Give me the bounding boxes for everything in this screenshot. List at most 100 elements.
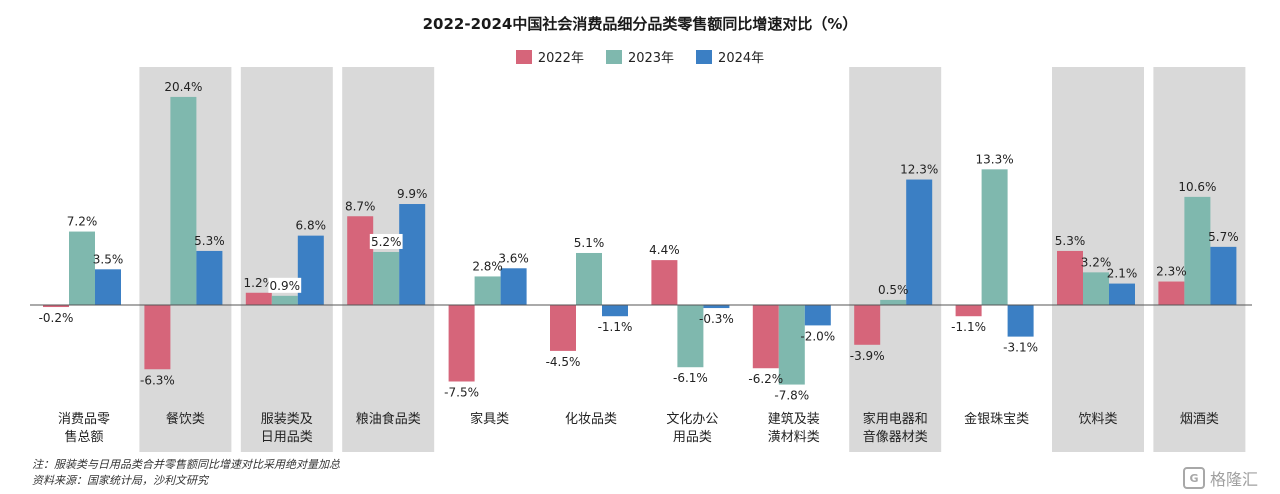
data-label: 3.6% (498, 251, 529, 265)
bar (448, 305, 475, 382)
bar (1210, 246, 1237, 305)
data-label: -2.0% (800, 329, 835, 343)
bar (550, 305, 576, 351)
data-label: 13.3% (976, 152, 1014, 166)
watermark-logo-icon: G (1182, 467, 1205, 489)
bar (500, 268, 527, 305)
category-label: 金银珠宝类 (964, 411, 1029, 427)
data-label: 9.9% (397, 187, 428, 201)
legend-label-2024: 2024年 (718, 51, 765, 66)
bar (752, 305, 779, 369)
data-label: 5.3% (194, 234, 225, 248)
data-label: -1.1% (598, 320, 633, 334)
legend-swatch-2024 (696, 49, 713, 64)
bar (474, 276, 501, 305)
legend-item-2024: 2024年 (696, 47, 764, 66)
bar (347, 216, 374, 305)
bar (245, 292, 272, 305)
data-label: 2.3% (1156, 265, 1187, 279)
data-label-bg (268, 277, 302, 293)
legend-item-2023: 2023年 (605, 47, 675, 66)
legend-swatch-2022 (515, 49, 532, 64)
bar (1007, 305, 1034, 337)
legend-label-2023: 2023年 (627, 51, 675, 66)
bar (1057, 250, 1083, 305)
watermark: G 格隆汇 (1182, 466, 1258, 490)
data-label: 6.8% (296, 219, 327, 233)
data-label: 5.1% (574, 236, 605, 250)
category-label: 餐饮类 (166, 411, 205, 427)
category-label: 化妆品类 (565, 412, 617, 427)
data-label: -1.1% (951, 320, 986, 334)
category-label: 烟酒类 (1180, 412, 1219, 427)
category-label: 饮料类 (1078, 412, 1117, 427)
category-label: 消费品零售总额 (58, 412, 110, 445)
legend-item-2022: 2022年 (515, 47, 584, 66)
data-label: 7.2% (67, 215, 98, 229)
bar (196, 250, 223, 305)
data-label: 3.5% (93, 252, 124, 266)
data-label: 2.1% (1107, 267, 1138, 281)
data-label: 5.7% (1208, 230, 1239, 244)
bar (1184, 196, 1211, 305)
bar (602, 305, 628, 317)
data-label: 5.3% (1055, 234, 1086, 248)
data-label: -6.2% (748, 372, 783, 386)
bar (906, 179, 933, 305)
bar (297, 235, 324, 305)
data-label: -7.8% (774, 389, 809, 403)
category-label: 服装类及日用品类 (261, 412, 313, 445)
bar (144, 305, 171, 370)
bar (981, 169, 1008, 305)
data-label: -7.5% (444, 386, 479, 400)
bar (778, 305, 805, 385)
bar (880, 299, 907, 305)
category-label: 文化办公用品类 (666, 412, 718, 445)
note-line: 注：服装类与日用品类合并零售额同比增速对比采用绝对量加总 (32, 458, 340, 471)
bar (854, 305, 881, 345)
watermark-text: 格隆汇 (1209, 470, 1258, 489)
bar (955, 305, 982, 317)
data-label: -3.9% (850, 349, 885, 363)
data-label: -6.1% (673, 371, 708, 385)
data-label: -0.3% (699, 312, 734, 326)
data-label: 0.9% (270, 279, 301, 293)
data-label: 3.2% (1081, 255, 1112, 269)
source-line: 资料来源：国家统计局，沙利文研究 (32, 474, 208, 487)
bar (95, 269, 121, 305)
data-label: 8.7% (345, 199, 376, 213)
data-label: 4.4% (649, 243, 680, 257)
category-label: 建筑及装潢材料类 (768, 411, 820, 445)
category-label: 家用电器和音像器材类 (863, 411, 928, 445)
bar (43, 305, 69, 308)
bar (373, 251, 400, 305)
data-label: 10.6% (1178, 180, 1216, 194)
bar (1109, 283, 1135, 305)
bar (69, 231, 95, 305)
category-label: 家具类 (470, 411, 509, 427)
legend: 2022年 2023年 2024年 (0, 47, 1280, 66)
bar (576, 252, 602, 305)
data-label: -0.2% (39, 311, 74, 325)
chart-notes: 注：服装类与日用品类合并零售额同比增速对比采用绝对量加总 资料来源：国家统计局，… (32, 457, 340, 489)
data-label: 1.2% (244, 276, 275, 290)
data-label: 12.3% (900, 163, 938, 177)
data-label: 5.2% (371, 235, 402, 249)
bar (1158, 281, 1185, 305)
legend-label-2022: 2022年 (537, 51, 584, 66)
data-label: 2.8% (472, 259, 503, 273)
bar (677, 305, 704, 368)
bar (399, 204, 426, 305)
bar (1083, 272, 1109, 305)
bar (804, 305, 831, 326)
bar (170, 96, 197, 305)
data-label-bg (369, 233, 403, 249)
bar (271, 295, 298, 305)
data-label: -6.3% (140, 373, 175, 387)
bar (703, 305, 730, 309)
data-label: -4.5% (546, 355, 581, 369)
chart-title: 2022-2024中国社会消费品细分品类零售额同比增速对比（%） (422, 15, 858, 33)
legend-swatch-2023 (605, 49, 622, 64)
data-label: 20.4% (164, 80, 202, 94)
